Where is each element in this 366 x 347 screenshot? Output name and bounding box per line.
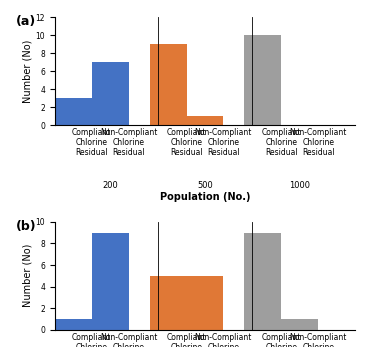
Bar [150,44,187,125]
Text: Compliant
Chlorine
Residual: Compliant Chlorine Residual [72,128,111,156]
Bar [244,35,281,125]
Bar [55,319,92,330]
Text: Non-Compliant
Chlorine
Residual: Non-Compliant Chlorine Residual [195,128,252,156]
Text: Population (No.): Population (No.) [160,192,250,202]
Y-axis label: Number (No): Number (No) [23,40,33,103]
Text: Compliant
Chlorine
Residual: Compliant Chlorine Residual [72,333,111,347]
Bar [244,233,281,330]
Bar [187,116,223,125]
Bar [281,319,318,330]
Text: Non-Compliant
Chlorine
Residual: Non-Compliant Chlorine Residual [100,128,157,156]
Text: Non-Compliant
Chlorine
Residual: Non-Compliant Chlorine Residual [100,333,157,347]
Text: Non-Compliant
Chlorine
Residual: Non-Compliant Chlorine Residual [290,128,347,156]
Text: 1000: 1000 [289,181,310,190]
Text: Compliant
Chlorine
Residual: Compliant Chlorine Residual [262,333,301,347]
Bar [150,276,187,330]
Text: Compliant
Chlorine
Residual: Compliant Chlorine Residual [262,128,301,156]
Text: (b): (b) [16,220,37,233]
Bar [92,233,128,330]
Text: Compliant
Chlorine
Residual: Compliant Chlorine Residual [167,333,206,347]
Text: Non-Compliant
Chlorine
Residual: Non-Compliant Chlorine Residual [290,333,347,347]
Text: 500: 500 [197,181,213,190]
Y-axis label: Number (No): Number (No) [23,244,33,307]
Bar [187,276,223,330]
Bar [92,62,128,125]
Text: Non-Compliant
Chlorine
Residual: Non-Compliant Chlorine Residual [195,333,252,347]
Text: 200: 200 [102,181,118,190]
Text: Compliant
Chlorine
Residual: Compliant Chlorine Residual [167,128,206,156]
Text: (a): (a) [16,15,36,28]
Bar [55,98,92,125]
